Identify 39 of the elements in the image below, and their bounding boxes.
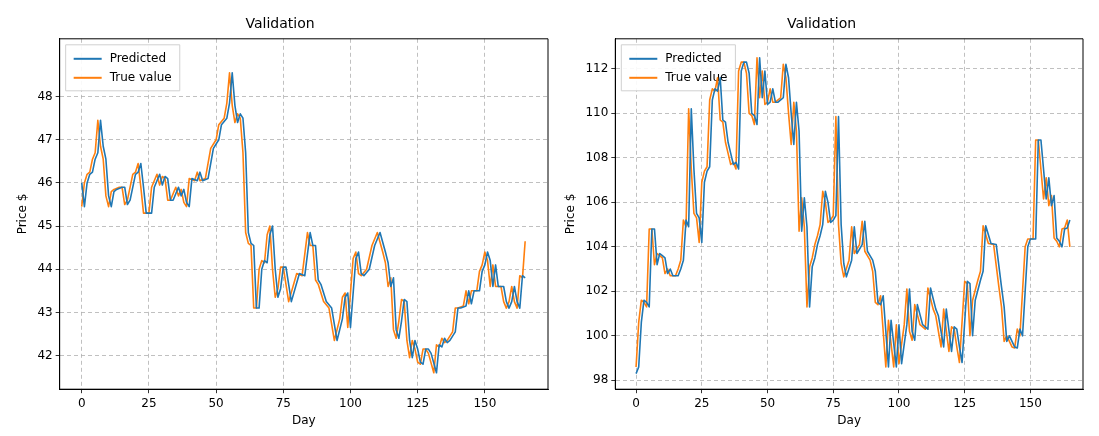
y-tick-label: 102 (585, 283, 609, 298)
y-tick-label: 48 (37, 88, 53, 103)
x-tick-label: 0 (77, 395, 86, 410)
x-tick-label: 150 (1018, 395, 1042, 410)
x-tick-label: 50 (759, 395, 776, 410)
legend-label: Predicted (665, 50, 722, 65)
x-tick-label: 75 (825, 395, 841, 410)
chart-title: Validation (245, 15, 315, 32)
x-tick-label: 125 (953, 395, 977, 410)
x-tick-label: 150 (473, 395, 497, 410)
x-axis-title: Day (837, 412, 861, 427)
x-tick-label: 125 (406, 395, 430, 410)
y-tick-label: 42 (37, 347, 53, 362)
x-tick-label: 50 (208, 395, 224, 410)
y-tick-label: 112 (585, 60, 609, 75)
x-tick-label: 25 (694, 395, 710, 410)
y-tick-label: 98 (593, 372, 609, 387)
x-tick-label: 25 (141, 395, 157, 410)
x-tick-label: 75 (275, 395, 291, 410)
x-tick-label: 100 (339, 395, 362, 410)
y-tick-label: 110 (585, 105, 609, 120)
y-tick-label: 100 (585, 327, 609, 342)
y-tick-label: 44 (37, 261, 53, 276)
x-tick-label: 0 (632, 395, 640, 410)
y-tick-label: 45 (37, 218, 53, 233)
legend-label: True value (108, 69, 172, 84)
y-axis-title: Price $ (563, 193, 578, 235)
chart-title: Validation (786, 15, 857, 32)
legend-label: Predicted (109, 50, 167, 65)
legend-label: True value (664, 69, 728, 84)
y-tick-label: 106 (585, 194, 609, 209)
y-axis-title: Price $ (15, 193, 30, 235)
x-axis-title: Day (291, 412, 316, 427)
y-tick-label: 47 (37, 131, 53, 146)
x-tick-label: 100 (887, 395, 911, 410)
y-tick-label: 108 (585, 149, 609, 164)
y-tick-label: 46 (37, 175, 53, 190)
y-tick-label: 104 (585, 238, 609, 253)
y-tick-label: 43 (37, 304, 53, 319)
